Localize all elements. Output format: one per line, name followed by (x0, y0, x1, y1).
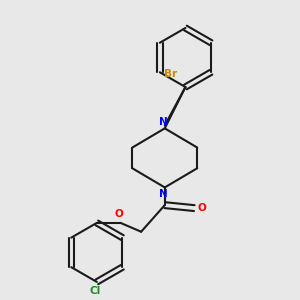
Text: Br: Br (164, 69, 177, 79)
Text: O: O (197, 203, 206, 213)
Text: O: O (115, 209, 123, 219)
Text: N: N (159, 117, 168, 127)
Text: Cl: Cl (90, 286, 101, 296)
Text: N: N (159, 189, 168, 199)
